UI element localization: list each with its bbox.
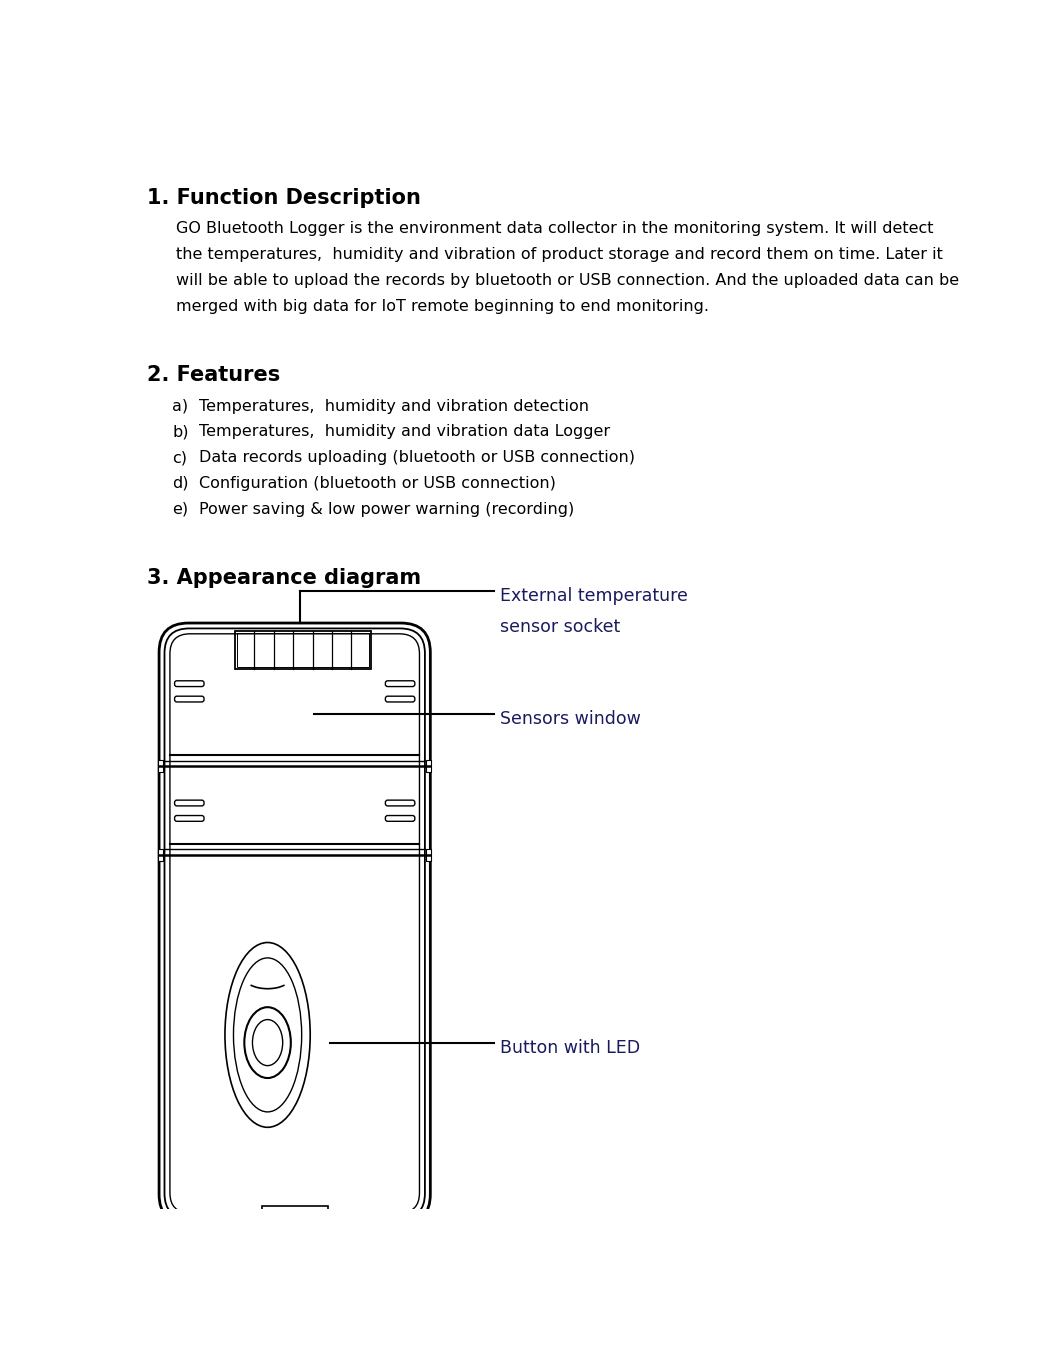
Text: Button with LED: Button with LED [500, 1039, 640, 1057]
Text: c): c) [172, 449, 188, 466]
Text: a): a) [172, 399, 189, 414]
Text: sensor socket: sensor socket [500, 618, 620, 636]
Text: Temperatures,  humidity and vibration detection: Temperatures, humidity and vibration det… [199, 399, 589, 414]
Text: Temperatures,  humidity and vibration data Logger: Temperatures, humidity and vibration dat… [199, 425, 611, 440]
Text: will be able to upload the records by bluetooth or USB connection. And the uploa: will be able to upload the records by bl… [176, 273, 959, 288]
Bar [159, 849, 163, 861]
Text: e): e) [172, 501, 189, 517]
Text: External temperature: External temperature [500, 587, 688, 604]
Text: Configuration (bluetooth or USB connection): Configuration (bluetooth or USB connecti… [199, 475, 556, 492]
Text: 1. Function Description: 1. Function Description [146, 187, 421, 208]
Text: d): d) [172, 475, 189, 492]
Text: Sensors window: Sensors window [500, 710, 641, 728]
Bar [261, 1206, 328, 1215]
Text: GO Bluetooth Logger is the environment data collector in the monitoring system. : GO Bluetooth Logger is the environment d… [176, 221, 933, 236]
Bar [295, 1217, 316, 1221]
Bar [426, 760, 431, 773]
Text: 3. Appearance diagram: 3. Appearance diagram [146, 568, 421, 588]
Text: b): b) [172, 425, 189, 440]
Bar [237, 633, 369, 667]
Text: merged with big data for IoT remote beginning to end monitoring.: merged with big data for IoT remote begi… [176, 299, 709, 314]
Text: the temperatures,  humidity and vibration of product storage and record them on : the temperatures, humidity and vibration… [176, 247, 943, 262]
Bar [235, 630, 370, 669]
Text: 2. Features: 2. Features [146, 365, 280, 384]
Text: Power saving & low power warning (recording): Power saving & low power warning (record… [199, 501, 574, 517]
Text: Data records uploading (bluetooth or USB connection): Data records uploading (bluetooth or USB… [199, 449, 636, 466]
Bar [159, 760, 163, 773]
Bar [426, 849, 431, 861]
